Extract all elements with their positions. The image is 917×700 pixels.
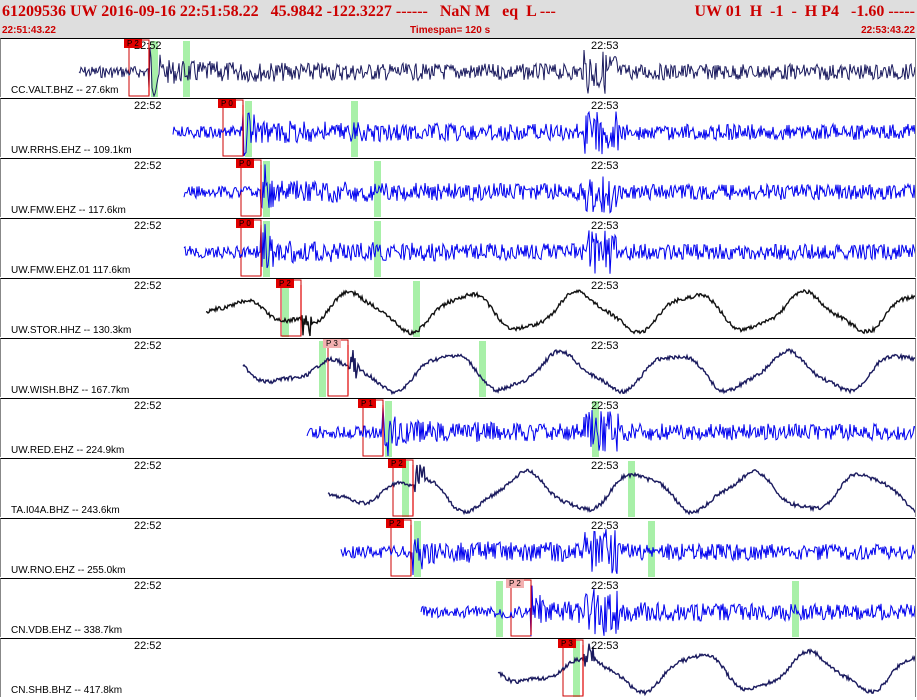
tick-label-2: 22:53 bbox=[591, 520, 619, 532]
header-bar: 61209536 UW 2016-09-16 22:51:58.22 45.98… bbox=[0, 0, 917, 38]
waveform-plot bbox=[306, 399, 915, 457]
tick-label-1: 22:52 bbox=[134, 340, 162, 352]
trace-panel[interactable]: 22:52 22:53 P 3 UW.WISH.BHZ -- 167.7km bbox=[0, 338, 916, 397]
tick-label-2: 22:53 bbox=[591, 460, 619, 472]
phase-pick-flag[interactable]: P 2 bbox=[124, 39, 142, 48]
phase-pick-flag[interactable]: P 0 bbox=[236, 159, 254, 168]
station-label: UW.RNO.EHZ -- 255.0km bbox=[11, 565, 126, 576]
trace-panel[interactable]: 22:52 22:53 P 2 CC.VALT.BHZ -- 27.6km bbox=[0, 38, 916, 97]
waveform-plot bbox=[497, 639, 915, 697]
tick-label-1: 22:52 bbox=[134, 520, 162, 532]
phase-pick-flag[interactable]: P 3 bbox=[558, 639, 576, 648]
station-label: CN.VDB.EHZ -- 338.7km bbox=[11, 625, 123, 636]
time-start: 22:51:43.22 bbox=[2, 25, 56, 36]
trace-panel[interactable]: 22:52 22:53 P 0 UW.RRHS.EHZ -- 109.1km bbox=[0, 98, 916, 157]
tick-label-2: 22:53 bbox=[591, 580, 619, 592]
trace-panel[interactable]: 22:52 22:53 P 2 UW.STOR.HHZ -- 130.3km bbox=[0, 278, 916, 337]
seismogram-panels: 22:52 22:53 P 2 CC.VALT.BHZ -- 27.6km 22… bbox=[0, 38, 917, 700]
station-label: UW.FMW.EHZ -- 117.6km bbox=[11, 205, 126, 216]
station-label: CC.VALT.BHZ -- 27.6km bbox=[11, 85, 119, 96]
station-label: UW.RED.EHZ -- 224.9km bbox=[11, 445, 125, 456]
phase-pick-flag[interactable]: P 2 bbox=[276, 279, 294, 288]
station-label: TA.I04A.BHZ -- 243.6km bbox=[11, 505, 120, 516]
timespan-label: Timespan= 120 s bbox=[410, 25, 491, 36]
trace-panel[interactable]: 22:52 22:53 P 1 UW.RED.EHZ -- 224.9km bbox=[0, 398, 916, 457]
waveform-plot bbox=[340, 519, 915, 577]
tick-label-1: 22:52 bbox=[134, 220, 162, 232]
tick-label-2: 22:53 bbox=[591, 400, 619, 412]
waveform-plot bbox=[183, 219, 915, 277]
phase-pick-flag[interactable]: P 2 bbox=[388, 459, 406, 468]
trace-panel[interactable]: 22:52 22:53 P 2 UW.RNO.EHZ -- 255.0km bbox=[0, 518, 916, 577]
time-end: 22:53:43.22 bbox=[861, 25, 915, 36]
trace-panel[interactable]: 22:52 22:53 P 2 TA.I04A.BHZ -- 243.6km bbox=[0, 458, 916, 517]
station-label: UW.FMW.EHZ.01 117.6km bbox=[11, 265, 131, 276]
tick-label-1: 22:52 bbox=[134, 460, 162, 472]
trace-panel[interactable]: 22:52 22:53 P 0 UW.FMW.EHZ.01 117.6km bbox=[0, 218, 916, 277]
trace-panel[interactable]: 22:52 22:53 P 0 UW.FMW.EHZ -- 117.6km bbox=[0, 158, 916, 217]
tick-label-2: 22:53 bbox=[591, 640, 619, 652]
tick-label-2: 22:53 bbox=[591, 220, 619, 232]
tick-label-2: 22:53 bbox=[591, 340, 619, 352]
trace-panel[interactable]: 22:52 22:53 P 2 CN.VDB.EHZ -- 338.7km bbox=[0, 578, 916, 637]
waveform-plot bbox=[172, 99, 915, 157]
event-quality: UW 01 H -1 - H P4 -1.60 ----- bbox=[694, 3, 915, 20]
phase-pick-flag[interactable]: P 0 bbox=[236, 219, 254, 228]
waveform-plot bbox=[78, 39, 915, 97]
phase-pick-flag[interactable]: P 0 bbox=[218, 99, 236, 108]
tick-label-1: 22:52 bbox=[134, 400, 162, 412]
waveform-plot bbox=[327, 459, 915, 517]
tick-label-1: 22:52 bbox=[134, 100, 162, 112]
waveform-plot bbox=[205, 279, 915, 337]
phase-pick-flag[interactable]: P 1 bbox=[358, 399, 376, 408]
tick-label-1: 22:52 bbox=[134, 280, 162, 292]
station-label: CN.SHB.BHZ -- 417.8km bbox=[11, 685, 123, 696]
station-label: UW.RRHS.EHZ -- 109.1km bbox=[11, 145, 132, 156]
tick-label-2: 22:53 bbox=[591, 100, 619, 112]
tick-label-1: 22:52 bbox=[134, 580, 162, 592]
phase-pick-flag[interactable]: P 3 bbox=[323, 339, 341, 348]
tick-label-2: 22:53 bbox=[591, 280, 619, 292]
station-label: UW.STOR.HHZ -- 130.3km bbox=[11, 325, 132, 336]
tick-label-1: 22:52 bbox=[134, 640, 162, 652]
tick-label-2: 22:53 bbox=[591, 40, 619, 52]
station-label: UW.WISH.BHZ -- 167.7km bbox=[11, 385, 130, 396]
tick-label-2: 22:53 bbox=[591, 160, 619, 172]
tick-label-1: 22:52 bbox=[134, 160, 162, 172]
trace-panel[interactable]: 22:52 22:53 P 3 CN.SHB.BHZ -- 417.8km bbox=[0, 638, 916, 697]
phase-pick-flag[interactable]: P 2 bbox=[506, 579, 524, 588]
event-title: 61209536 UW 2016-09-16 22:51:58.22 45.98… bbox=[2, 3, 556, 20]
phase-pick-flag[interactable]: P 2 bbox=[386, 519, 404, 528]
